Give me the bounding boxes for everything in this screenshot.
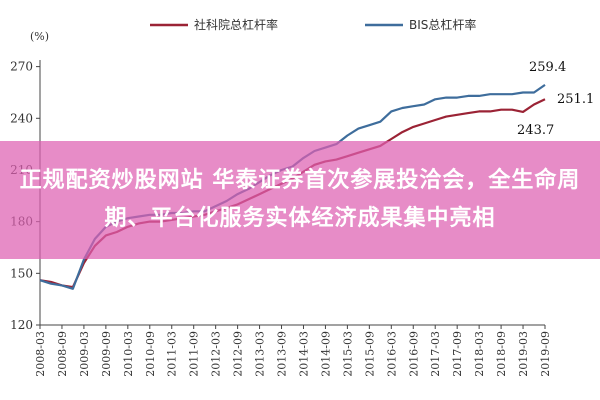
x-tick-label: 2011-09 xyxy=(188,331,201,377)
x-tick-label: 2018-09 xyxy=(495,331,508,377)
x-tick-label: 2016-09 xyxy=(407,331,420,377)
data-label: 251.1 xyxy=(557,92,594,107)
x-tick-label: 2019-03 xyxy=(517,331,530,377)
x-tick-label: 2008-09 xyxy=(56,331,69,377)
x-tick-label: 2015-09 xyxy=(363,331,376,377)
y-tick-label: 120 xyxy=(10,318,33,332)
x-tick-label: 2011-03 xyxy=(166,331,179,377)
y-axis-unit-label: (%) xyxy=(30,30,49,43)
legend-label-bis: BIS总杠杆率 xyxy=(409,17,476,32)
x-tick-label: 2009-09 xyxy=(100,331,113,377)
x-tick-label: 2017-03 xyxy=(429,331,442,377)
x-tick-label: 2008-03 xyxy=(34,331,47,377)
x-tick-label: 2012-03 xyxy=(210,331,223,377)
x-tick-label: 2012-09 xyxy=(232,331,245,377)
x-tick-label: 2016-03 xyxy=(385,331,398,377)
annotation-layer: 259.4 251.1 243.7 xyxy=(517,60,594,138)
x-tick-label: 2013-03 xyxy=(254,331,267,377)
x-tick-label: 2015-03 xyxy=(341,331,354,377)
x-tick-label: 2018-03 xyxy=(473,331,486,377)
y-tick-label: 240 xyxy=(10,111,33,125)
x-tick-label: 2014-03 xyxy=(297,331,310,377)
chart-legend: 社科院总杠杆率 BIS总杠杆率 xyxy=(150,17,476,32)
x-tick-label: 2010-09 xyxy=(144,331,157,377)
data-label: 259.4 xyxy=(529,60,566,75)
legend-label-cass: 社科院总杠杆率 xyxy=(194,17,278,32)
x-tick-label: 2009-03 xyxy=(78,331,91,377)
x-tick-label: 2014-09 xyxy=(319,331,332,377)
headline-banner[interactable]: 正规配资炒股网站 华泰证券首次参展投洽会，全生命周期、平台化服务实体经济成果集中… xyxy=(0,141,600,259)
y-tick-label: 270 xyxy=(10,60,33,74)
data-label: 243.7 xyxy=(517,123,554,138)
x-tick-label: 2010-03 xyxy=(122,331,135,377)
headline-text[interactable]: 正规配资炒股网站 华泰证券首次参展投洽会，全生命周期、平台化服务实体经济成果集中… xyxy=(19,168,581,231)
x-axis: 2008-03 2008-09 2009-03 2009-09 2010-03 2010-… xyxy=(34,324,552,377)
x-tick-label: 2013-09 xyxy=(276,331,289,377)
y-tick-label: 150 xyxy=(10,266,33,280)
x-tick-label: 2019-09 xyxy=(539,331,552,377)
x-tick-label: 2017-09 xyxy=(451,331,464,377)
